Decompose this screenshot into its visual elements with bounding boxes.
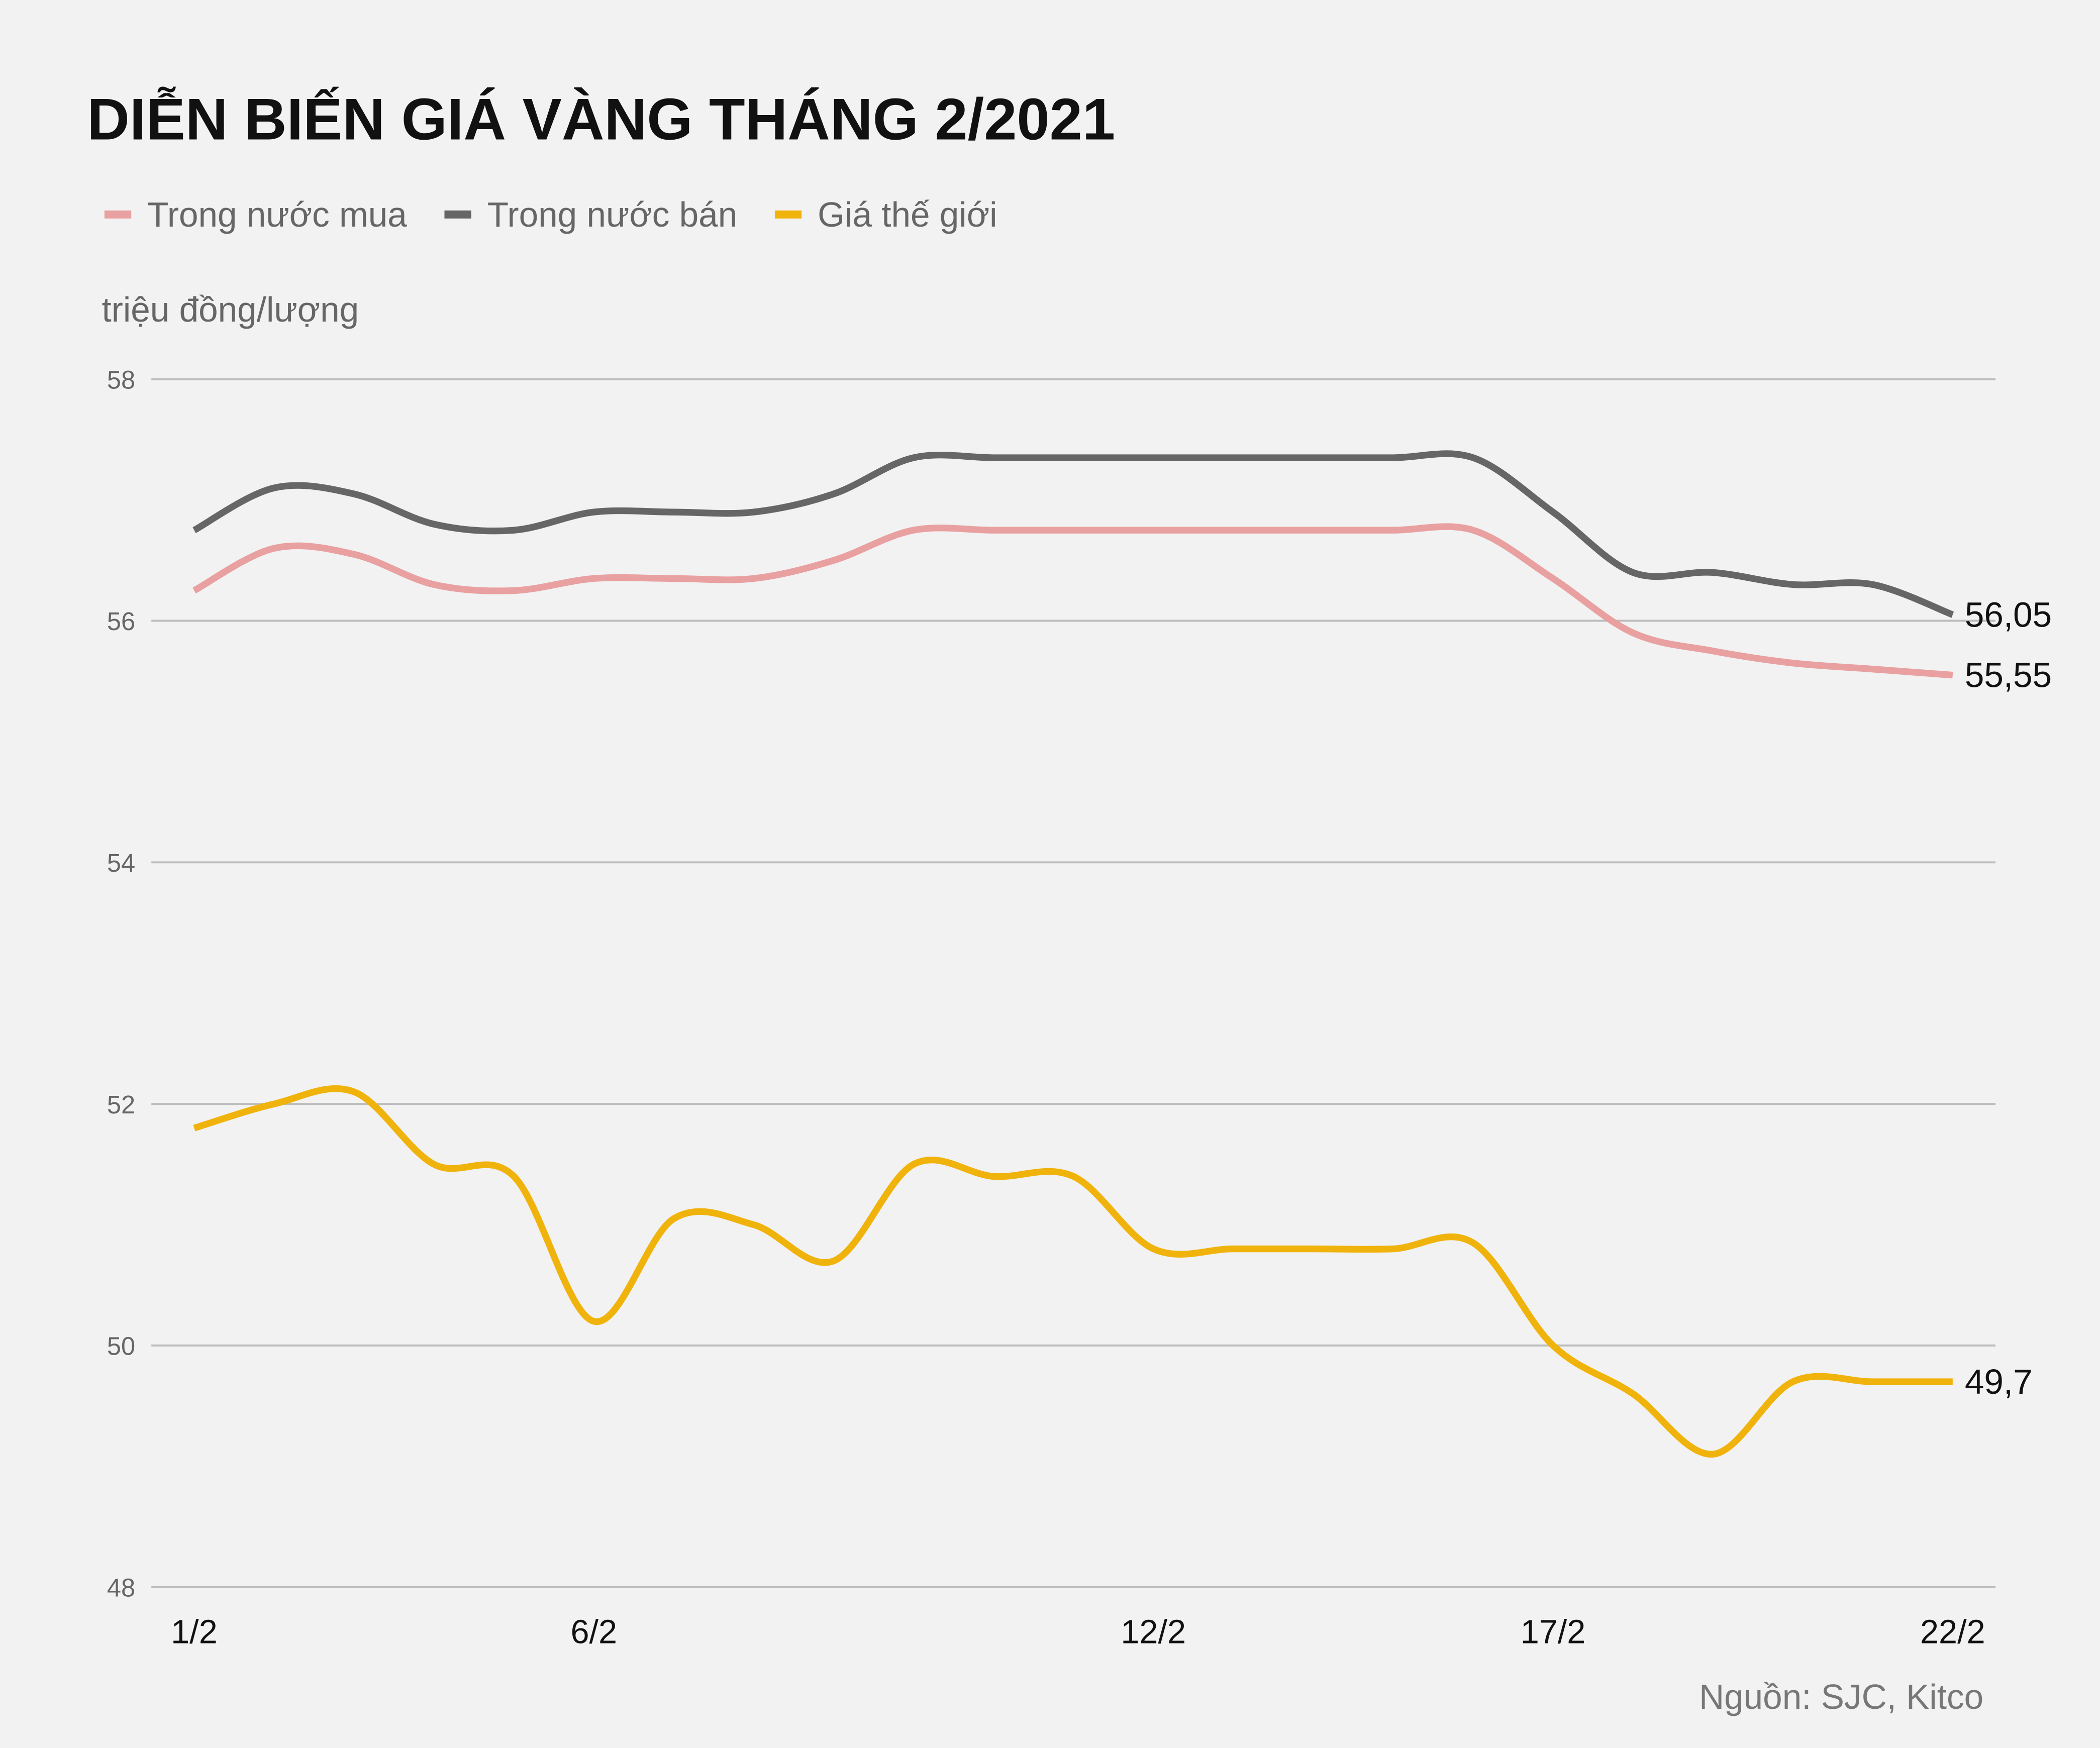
x-tick-label: 12/2 — [1121, 1614, 1186, 1651]
series-line — [193, 1085, 1953, 1458]
series-line — [192, 523, 1953, 679]
chart-title: DIỄN BIẾN GIÁ VÀNG THÁNG 2/2021 — [87, 86, 1115, 152]
y-tick-label: 52 — [107, 1090, 135, 1119]
legend-label: Trong nước bán — [487, 195, 738, 234]
y-tick-label: 50 — [107, 1332, 135, 1361]
end-value-label: 56,05 — [1965, 595, 2052, 634]
x-tick-label: 17/2 — [1521, 1614, 1586, 1651]
x-tick-label: 1/2 — [171, 1614, 218, 1651]
y-tick-label: 48 — [107, 1573, 135, 1602]
x-tick-label: 6/2 — [570, 1614, 617, 1651]
source: Nguồn: SJC, Kitco — [1699, 1677, 1983, 1716]
y-axis-label: triệu đồng/lượng — [102, 290, 359, 329]
legend-label: Trong nước mua — [147, 195, 407, 234]
series-line — [192, 450, 1954, 618]
x-tick-label: 22/2 — [1920, 1614, 1985, 1651]
y-tick-label: 56 — [107, 607, 135, 636]
legend-label: Giá thế giới — [818, 195, 997, 234]
end-value-label: 49,7 — [1965, 1362, 2033, 1401]
y-tick-label: 58 — [107, 365, 135, 394]
y-tick-label: 54 — [107, 849, 135, 877]
end-value-label: 55,55 — [1965, 656, 2052, 695]
